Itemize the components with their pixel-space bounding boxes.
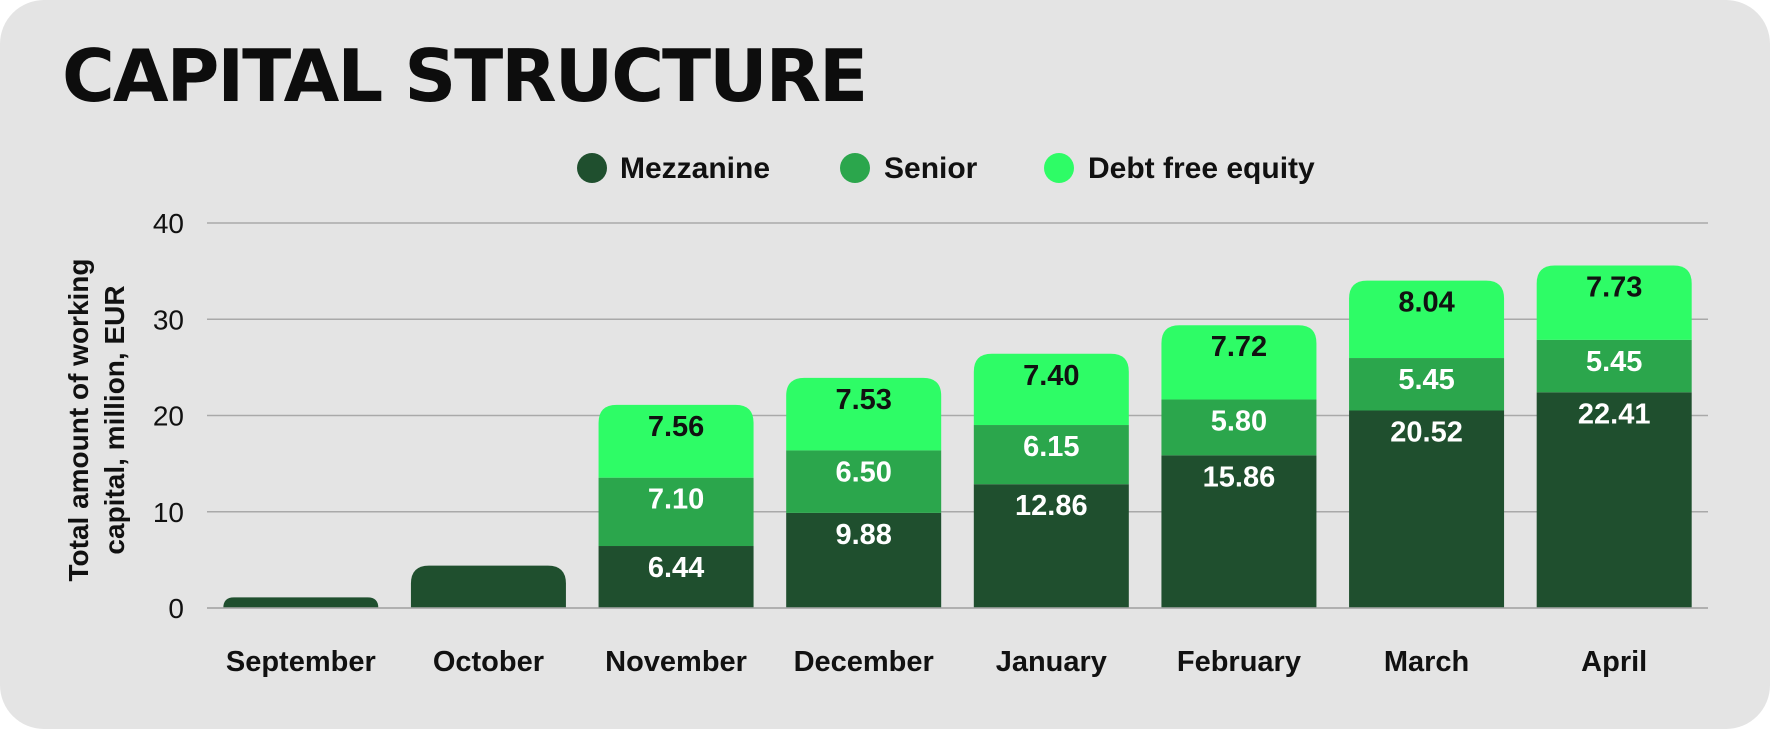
bar-segment-debt-free-equity [786, 377, 942, 451]
bar-segment-mezzanine [410, 565, 566, 608]
legend-swatch [840, 153, 870, 183]
bar-segment-debt-free-equity [973, 353, 1129, 426]
bar-segment-debt-free-equity [1536, 265, 1692, 340]
chart-title: CAPITAL STRUCTURE [62, 34, 868, 118]
bar-segment-mezzanine [1536, 392, 1692, 608]
legend-label: Senior [884, 152, 978, 185]
data-label: 7.40 [1023, 360, 1079, 392]
y-tick-label: 20 [153, 401, 184, 432]
bar-segment-mezzanine [786, 512, 942, 608]
bar-segment-senior [1536, 339, 1692, 393]
bar-segment-senior [1161, 399, 1317, 456]
y-tick-label: 30 [153, 304, 184, 335]
data-label: 7.73 [1586, 271, 1642, 303]
x-tick-label: December [794, 646, 934, 678]
y-tick-label: 10 [153, 497, 184, 528]
data-label: 22.41 [1578, 398, 1651, 430]
data-label: 5.45 [1586, 346, 1642, 378]
x-tick-label: January [996, 646, 1107, 678]
y-axis-label: Total amount of working capital, million,… [63, 258, 130, 581]
data-label: 7.72 [1211, 331, 1267, 363]
data-label: 7.10 [648, 484, 704, 516]
bar-segment-debt-free-equity [598, 404, 754, 478]
bar-segment-debt-free-equity [1349, 280, 1505, 359]
bar-segment-senior [973, 425, 1129, 485]
data-label: 7.53 [835, 384, 891, 416]
x-tick-label: November [605, 646, 747, 678]
y-axis-label-line: capital, million, EUR [99, 285, 130, 554]
legend-swatch [1044, 153, 1074, 183]
data-label: 9.88 [835, 519, 891, 551]
bar-segment-senior [598, 477, 754, 547]
data-label: 8.04 [1398, 287, 1454, 319]
x-tick-label: February [1177, 646, 1301, 678]
x-tick-label: October [433, 646, 544, 678]
bar-segment-mezzanine [973, 484, 1129, 608]
y-tick-label: 0 [168, 593, 184, 624]
bar-segment-mezzanine [598, 546, 754, 608]
data-label: 5.45 [1398, 364, 1454, 396]
data-label: 6.50 [835, 456, 891, 488]
data-label: 6.44 [648, 552, 704, 584]
data-label: 5.80 [1211, 406, 1267, 438]
y-axis-label-line: Total amount of working [63, 258, 94, 581]
bar-segment-mezzanine [1161, 455, 1317, 608]
legend-swatch [577, 153, 607, 183]
y-tick-label: 40 [153, 208, 184, 239]
data-label: 12.86 [1015, 490, 1088, 522]
bar-segment-mezzanine [223, 597, 379, 608]
x-tick-label: March [1384, 646, 1469, 678]
x-tick-label: September [226, 646, 376, 678]
legend-label: Debt free equity [1088, 152, 1315, 185]
bar-segment-mezzanine [1349, 410, 1505, 608]
x-tick-label: April [1581, 646, 1647, 678]
bar-segment-debt-free-equity [1161, 325, 1317, 400]
data-label: 6.15 [1023, 431, 1079, 463]
data-label: 15.86 [1203, 461, 1276, 493]
data-label: 7.56 [648, 411, 704, 443]
legend-label: Mezzanine [620, 152, 770, 185]
bar-segment-senior [1349, 358, 1505, 411]
data-label: 20.52 [1390, 416, 1463, 448]
bar-segment-senior [786, 450, 942, 513]
